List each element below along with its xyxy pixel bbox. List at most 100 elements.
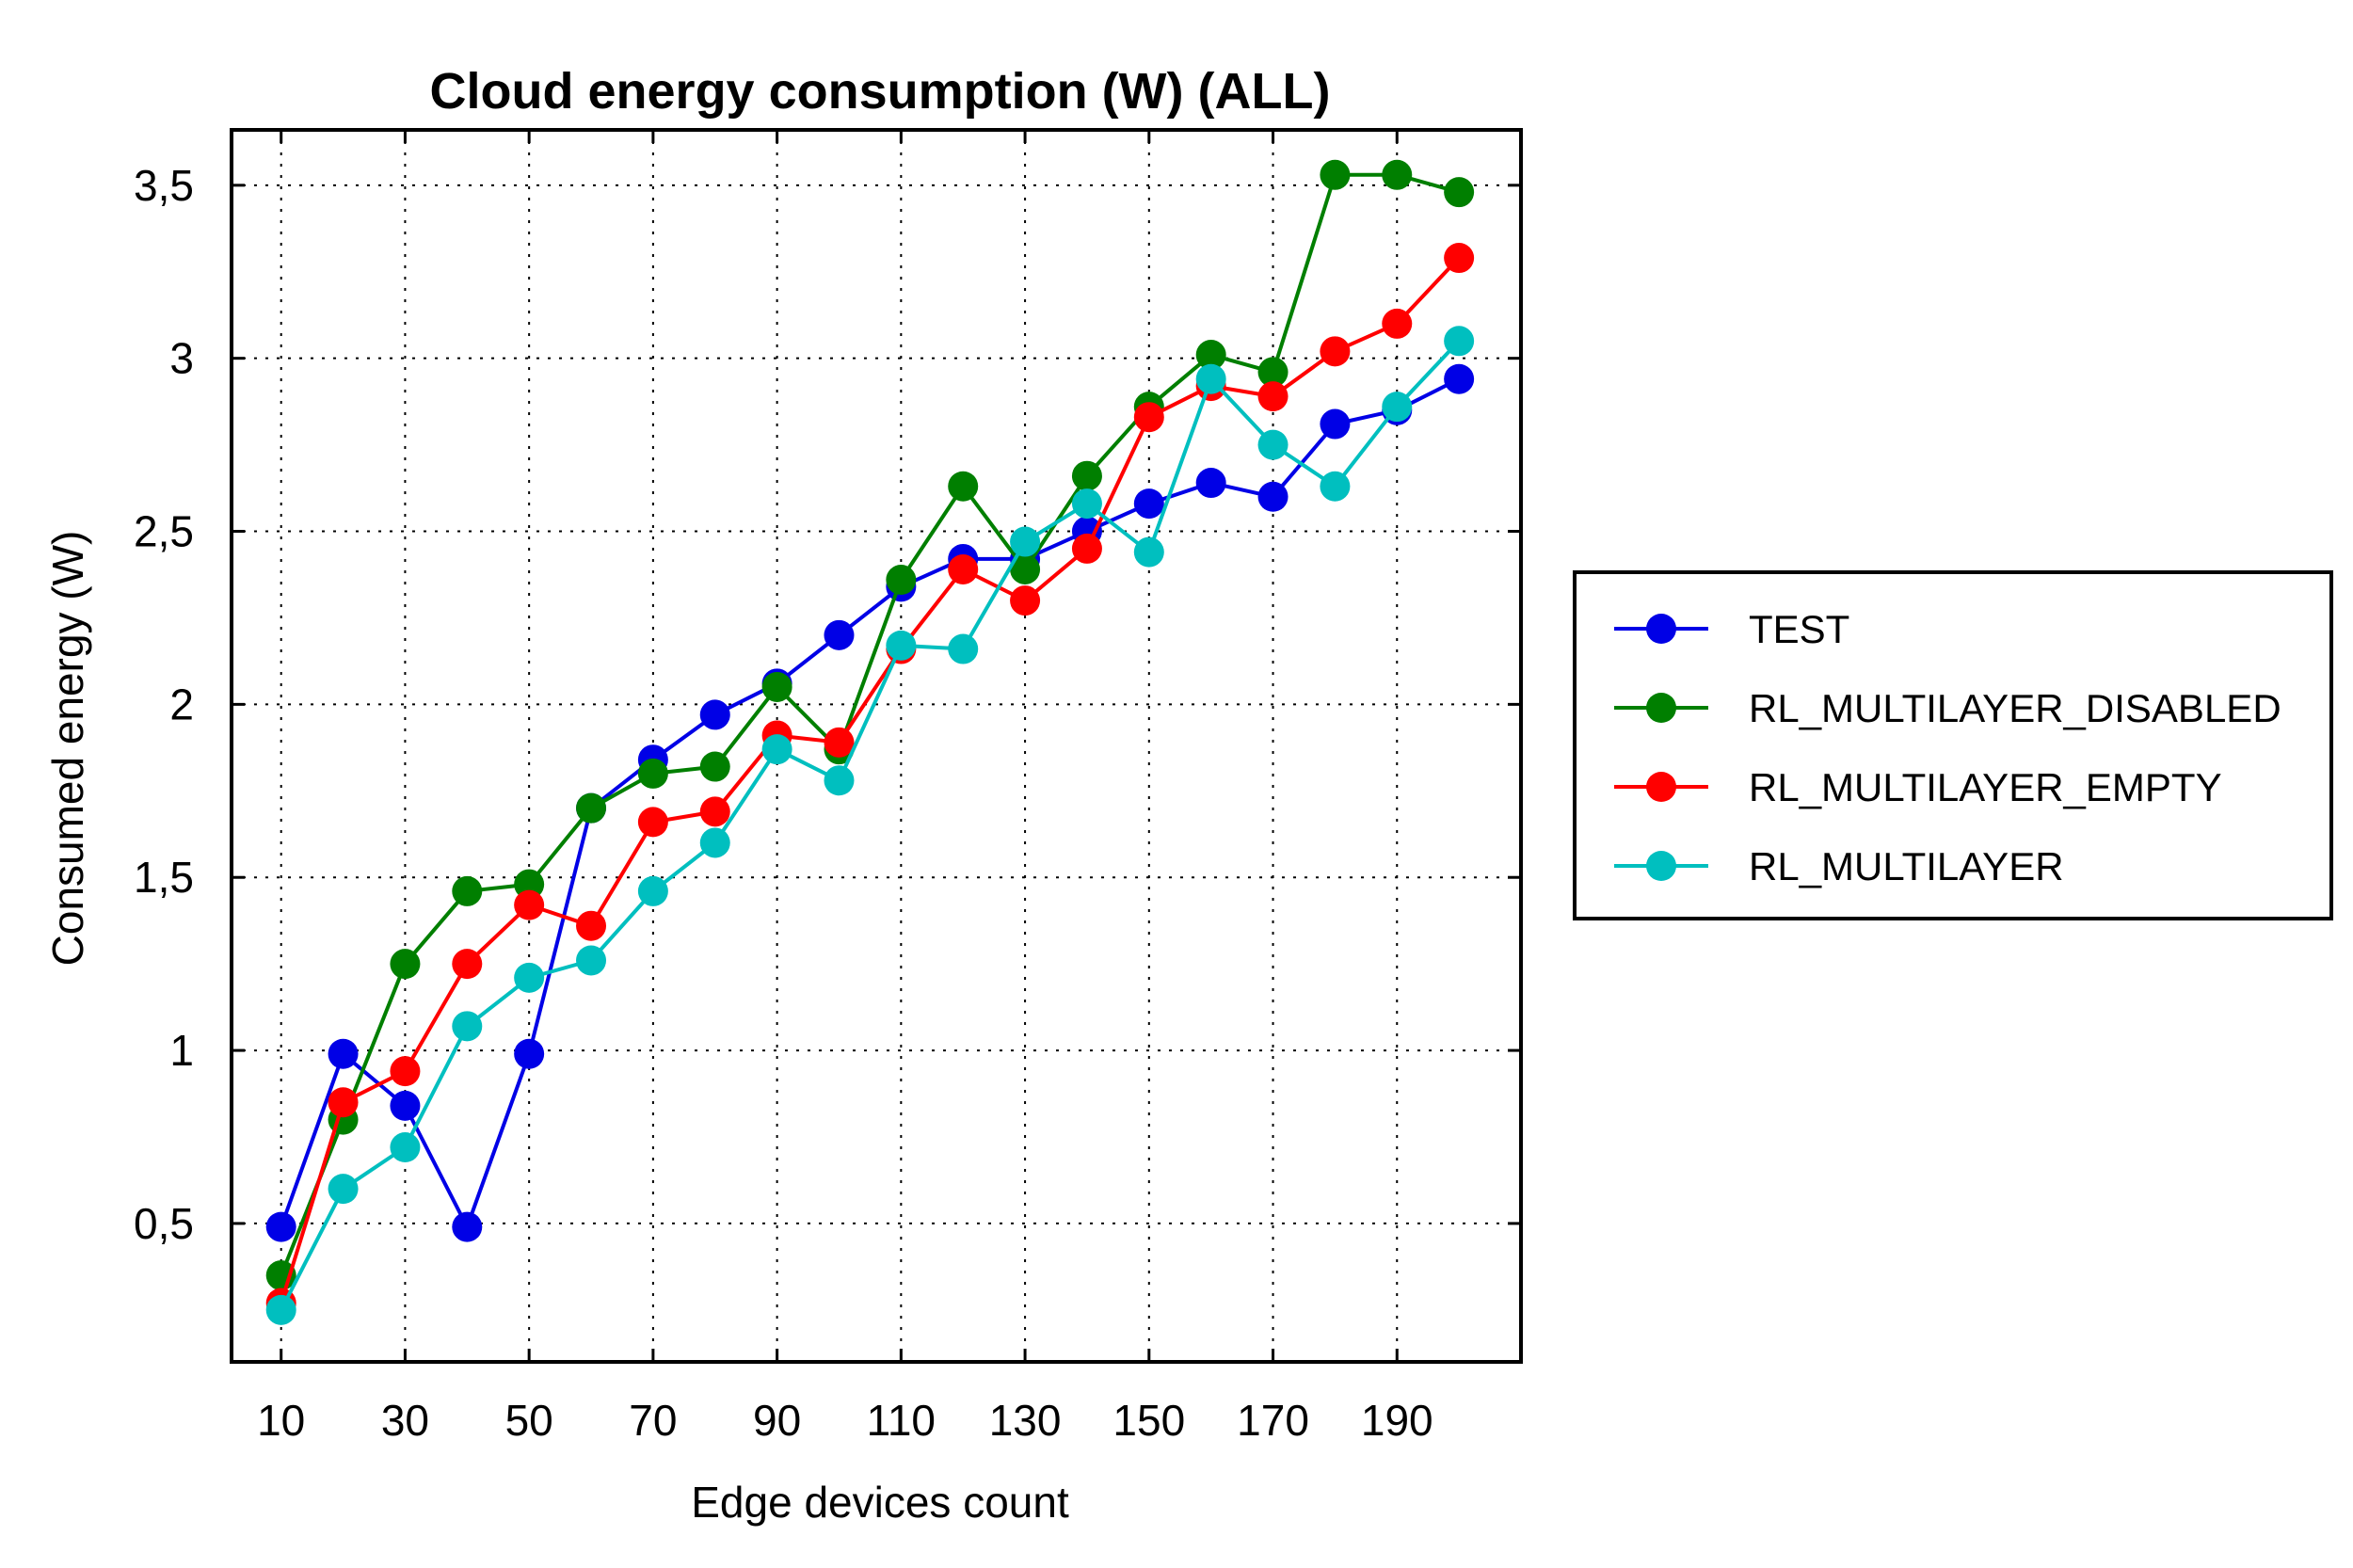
data-point [699, 827, 730, 858]
y-tick-label: 0,5 [134, 1199, 194, 1248]
y-tick-label: 1 [169, 1026, 194, 1075]
series-layer [265, 159, 1475, 1325]
data-point [1382, 392, 1413, 423]
data-point [1382, 308, 1413, 339]
data-point [514, 889, 545, 920]
data-point [1382, 159, 1413, 190]
y-tick-label: 3 [169, 334, 194, 383]
data-point [637, 758, 668, 789]
data-point [1320, 159, 1351, 190]
data-point [328, 1174, 359, 1205]
data-point [1320, 471, 1351, 502]
data-point [824, 619, 855, 650]
data-point [699, 796, 730, 827]
legend-items: TEST RL_MULTILAYER_DISABLED RL_MULTILAYER_… [1614, 607, 2281, 888]
data-point [576, 910, 607, 941]
data-point [637, 875, 668, 906]
data-point [1257, 381, 1289, 412]
data-point [886, 630, 917, 661]
x-tick-label: 90 [753, 1396, 801, 1445]
ticks: 0,5 1 1,5 2 2,5 3 3,5 10 30 50 70 90 110 130 150 170 190 [134, 130, 1521, 1445]
legend-item: TEST [1614, 607, 1849, 651]
data-point [948, 633, 979, 664]
data-point [328, 1087, 359, 1118]
y-tick-label: 3,5 [134, 161, 194, 210]
data-point [1010, 526, 1041, 557]
data-point [1444, 363, 1475, 394]
x-tick-label: 170 [1237, 1396, 1309, 1445]
data-point [1444, 243, 1475, 274]
data-point [1320, 408, 1351, 440]
chart-title: Cloud energy consumption (W) (ALL) [430, 63, 1331, 120]
data-point [452, 1211, 483, 1242]
x-tick-label: 30 [381, 1396, 429, 1445]
data-point [265, 1211, 296, 1242]
legend-label: TEST [1749, 607, 1849, 651]
data-point [1257, 357, 1289, 388]
data-point [1444, 177, 1475, 208]
data-point [886, 565, 917, 596]
data-point [1195, 340, 1226, 371]
data-point [514, 869, 545, 900]
data-point [390, 1090, 421, 1121]
data-point [637, 807, 668, 838]
legend-item: RL_MULTILAYER_DISABLED [1614, 686, 2281, 730]
data-point [1257, 429, 1289, 460]
data-point [1195, 363, 1226, 394]
data-point [699, 699, 730, 730]
legend-marker-swatch [1646, 851, 1676, 881]
legend-label: RL_MULTILAYER_DISABLED [1749, 686, 2281, 730]
x-tick-label: 150 [1112, 1396, 1185, 1445]
legend-marker-swatch [1646, 693, 1676, 723]
legend-marker-swatch [1646, 614, 1676, 644]
x-tick-label: 50 [505, 1396, 553, 1445]
legend: TEST RL_MULTILAYER_DISABLED RL_MULTILAYER_… [1573, 570, 2333, 920]
data-point [699, 751, 730, 782]
legend-label: RL_MULTILAYER_EMPTY [1749, 765, 2222, 809]
data-point [761, 671, 792, 702]
series-rl-multilayer-disabled [265, 159, 1475, 1291]
data-point [514, 1038, 545, 1069]
data-point [1010, 553, 1041, 584]
data-point [514, 962, 545, 993]
x-tick-label: 190 [1361, 1396, 1433, 1445]
y-axis-label: Consumed energy (W) [43, 531, 92, 967]
data-point [1133, 488, 1164, 520]
data-point [1195, 468, 1226, 499]
data-point [1320, 336, 1351, 367]
legend-marker-swatch [1646, 772, 1676, 802]
data-point [265, 1294, 296, 1325]
data-point [1071, 488, 1102, 520]
data-point [328, 1038, 359, 1069]
data-point [390, 949, 421, 980]
data-point [576, 792, 607, 824]
x-tick-label: 70 [629, 1396, 677, 1445]
series-rl-multilayer [265, 326, 1475, 1325]
data-point [452, 1011, 483, 1042]
legend-item: RL_MULTILAYER_EMPTY [1614, 765, 2222, 809]
data-point [1133, 536, 1164, 568]
data-point [1010, 585, 1041, 616]
y-tick-label: 2 [169, 680, 194, 728]
legend-label: RL_MULTILAYER [1749, 844, 2064, 888]
y-tick-label: 2,5 [134, 507, 194, 556]
data-point [1257, 481, 1289, 512]
y-tick-label: 1,5 [134, 853, 194, 902]
data-point [948, 471, 979, 502]
x-tick-label: 130 [989, 1396, 1062, 1445]
data-point [390, 1132, 421, 1163]
legend-item: RL_MULTILAYER [1614, 844, 2064, 888]
data-point [824, 765, 855, 796]
plot-frame [230, 128, 1523, 1364]
data-point [452, 949, 483, 980]
data-point [824, 727, 855, 758]
x-axis-label: Edge devices count [691, 1478, 1069, 1527]
x-tick-label: 10 [257, 1396, 305, 1445]
data-point [1071, 460, 1102, 491]
data-point [452, 875, 483, 906]
data-point [390, 1056, 421, 1087]
data-point [1133, 402, 1164, 433]
data-point [948, 553, 979, 584]
x-tick-label: 110 [867, 1396, 936, 1445]
